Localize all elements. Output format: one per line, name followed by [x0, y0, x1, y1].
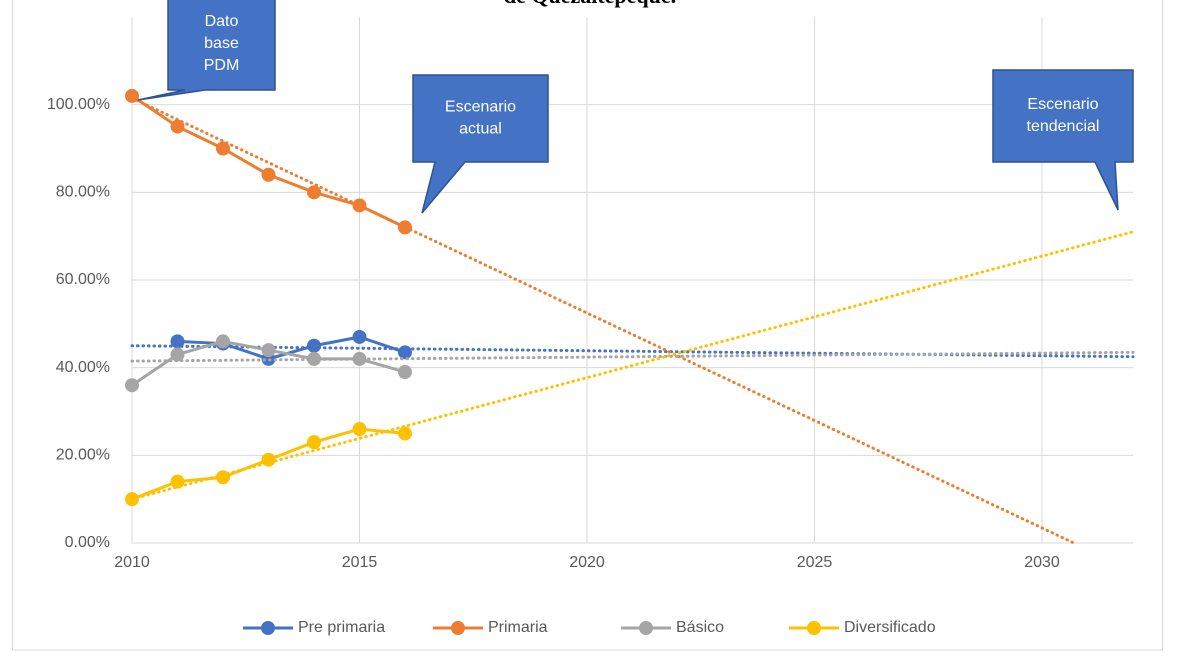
point	[170, 119, 185, 134]
point	[216, 141, 230, 156]
legend-marker	[261, 621, 275, 635]
y-tick-label: 60.00%	[56, 271, 110, 288]
point	[170, 334, 185, 349]
y-tick-label: 0.00%	[65, 534, 110, 551]
x-tick-label: 2030	[1024, 554, 1060, 571]
callout-text: Dato	[205, 13, 239, 30]
legend-marker	[451, 621, 465, 635]
point	[398, 426, 412, 441]
point	[261, 452, 276, 467]
y-tick-label: 80.00%	[56, 184, 110, 201]
trendline	[130, 230, 1135, 501]
y-tick-label: 100.00%	[47, 96, 110, 113]
y-tick-label: 40.00%	[56, 359, 110, 376]
x-tick-label: 2010	[114, 554, 150, 571]
callout-text: PDM	[204, 57, 240, 74]
point	[398, 365, 412, 380]
x-tick-label: 2020	[569, 554, 605, 571]
callout-text: tendencial	[1027, 118, 1100, 135]
legend-label: Diversificado	[844, 619, 936, 636]
point	[307, 338, 321, 353]
legend-marker	[639, 621, 653, 635]
trendline	[130, 96, 1076, 545]
point	[216, 334, 230, 349]
callout	[412, 74, 549, 214]
point	[352, 351, 367, 366]
point	[352, 198, 367, 213]
point	[125, 88, 139, 103]
point	[352, 329, 367, 344]
callout-text: base	[204, 35, 239, 52]
point	[125, 378, 139, 393]
x-tick-label: 2015	[342, 554, 378, 571]
point	[307, 185, 321, 200]
point	[261, 343, 276, 358]
point	[170, 474, 185, 489]
trendline	[130, 350, 1135, 363]
trendline	[130, 344, 1135, 359]
point	[398, 345, 412, 360]
legend-label: Básico	[676, 619, 724, 636]
callout-text: Escenario	[445, 99, 516, 116]
legend-label: Pre primaria	[298, 619, 385, 636]
point	[170, 347, 185, 362]
callout	[992, 69, 1134, 211]
point	[216, 470, 230, 485]
legend-marker	[807, 621, 821, 635]
legend-label: Primaria	[488, 619, 548, 636]
point	[307, 351, 321, 366]
point	[398, 220, 412, 235]
x-tick-label: 2025	[797, 554, 833, 571]
point	[307, 435, 321, 450]
callout	[137, 0, 276, 101]
point	[125, 492, 139, 507]
callout-text: Escenario	[1027, 96, 1098, 113]
point	[352, 422, 367, 437]
chart-title: de Quezaltepeque.	[504, 0, 676, 8]
point	[261, 167, 276, 182]
callout-text: actual	[459, 121, 502, 138]
y-tick-label: 20.00%	[56, 447, 110, 464]
